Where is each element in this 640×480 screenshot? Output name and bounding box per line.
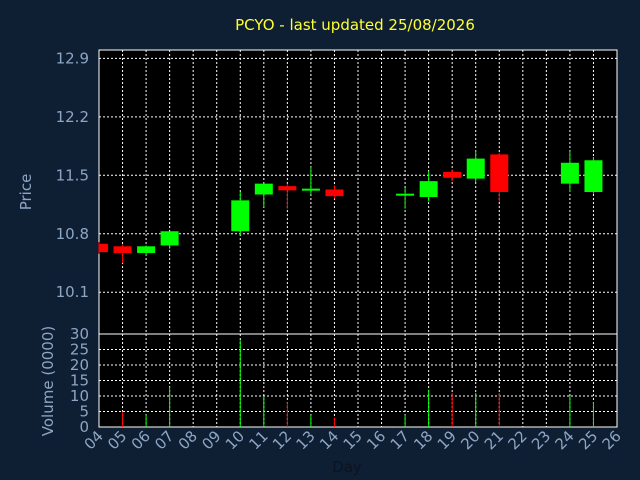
- volume-bar: [239, 340, 241, 427]
- candle-up: [560, 162, 579, 184]
- candle-down: [99, 243, 108, 253]
- volume-tick-label: 0: [79, 418, 89, 436]
- candle-down: [490, 154, 509, 192]
- volume-bar: [310, 414, 312, 427]
- volume-bars: [122, 340, 594, 427]
- volume-bar: [451, 392, 453, 427]
- candle-up: [231, 200, 250, 232]
- volume-bar: [122, 411, 124, 427]
- candle-up: [396, 193, 415, 196]
- volume-bar: [333, 417, 335, 427]
- candle-down: [443, 171, 462, 178]
- x-ticks: 0405060708091011121314151617181920212223…: [81, 427, 625, 453]
- price-tick-label: 12.2: [56, 108, 89, 126]
- price-y-ticks: 12.9 12.2 11.5 10.8 10.1: [56, 49, 89, 301]
- volume-tick-label: 10: [70, 387, 89, 405]
- price-tick-label: 10.8: [56, 225, 89, 243]
- price-tick-label: 12.9: [56, 49, 89, 67]
- volume-bar: [428, 389, 430, 427]
- volume-bar: [263, 396, 265, 427]
- volume-tick-label: 25: [70, 341, 89, 359]
- volume-axis-label: Volume (0000): [39, 326, 57, 436]
- volume-bar: [286, 402, 288, 427]
- x-axis-label: Day: [332, 458, 362, 476]
- volume-tick-label: 30: [70, 325, 89, 343]
- candle-down: [113, 246, 132, 253]
- candle-up: [301, 188, 320, 191]
- volume-tick-label: 5: [79, 403, 89, 421]
- volume-tick-label: 15: [70, 372, 89, 390]
- price-tick-label: 10.1: [56, 283, 89, 301]
- candles: [98, 150, 603, 263]
- volume-bar: [475, 392, 477, 427]
- volume-bar: [404, 414, 406, 427]
- candle-up: [160, 231, 179, 246]
- chart-title: PCYO - last updated 25/08/2026: [235, 16, 475, 34]
- volume-bar: [169, 386, 171, 427]
- candle-up: [137, 246, 156, 253]
- candle-up: [466, 158, 485, 179]
- volume-bar: [145, 414, 147, 427]
- price-tick-label: 11.5: [56, 166, 89, 184]
- volume-bar: [498, 392, 500, 427]
- candle-down: [325, 189, 344, 197]
- candle-up: [419, 181, 438, 198]
- volume-bar: [569, 396, 571, 427]
- candle-up: [584, 160, 603, 192]
- volume-tick-label: 20: [70, 356, 89, 374]
- candle-down: [278, 186, 297, 191]
- price-axis-label: Price: [17, 174, 35, 211]
- volume-bar: [592, 402, 594, 427]
- candle-up: [254, 183, 273, 195]
